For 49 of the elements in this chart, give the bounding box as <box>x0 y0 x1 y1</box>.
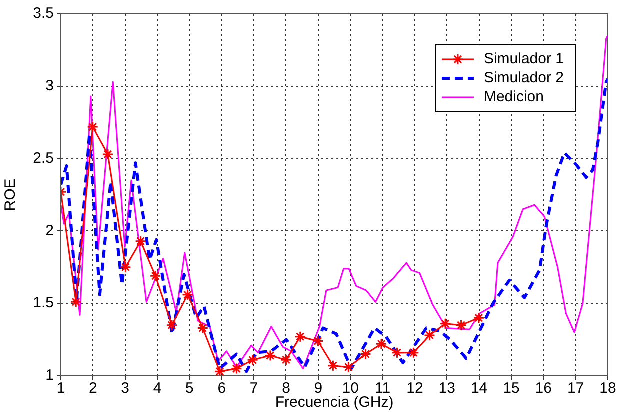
legend-label: Simulador 1 <box>484 50 564 68</box>
point <box>150 270 162 282</box>
y-tick-label: 1.5 <box>33 294 54 312</box>
point <box>376 338 388 350</box>
point <box>135 236 147 248</box>
point <box>327 360 339 372</box>
y-tick-label: 3.5 <box>33 5 54 22</box>
point <box>294 331 306 343</box>
x-tick-label: 6 <box>218 380 226 398</box>
point <box>408 347 420 359</box>
point <box>230 363 242 375</box>
y-tick-label: 2 <box>46 222 54 240</box>
x-tick-label: 14 <box>470 380 488 398</box>
point <box>87 121 99 133</box>
point <box>264 350 276 362</box>
x-tick-label: 2 <box>89 380 98 398</box>
x-tick-label: 18 <box>600 380 616 398</box>
y-axis-title: ROE <box>2 178 20 212</box>
x-tick-label: 5 <box>186 380 194 398</box>
point <box>424 330 436 342</box>
point <box>197 322 209 334</box>
x-tick-label: 15 <box>503 380 520 398</box>
point <box>473 312 485 324</box>
point <box>214 366 226 376</box>
x-tick-label: 1 <box>56 380 66 398</box>
x-tick-label: 13 <box>438 380 456 398</box>
point <box>247 354 259 366</box>
point <box>342 362 354 374</box>
point <box>280 354 292 366</box>
x-tick-label: 17 <box>567 380 584 398</box>
x-tick-label: 12 <box>406 380 424 398</box>
legend-label: Simulador 2 <box>484 70 564 87</box>
point <box>456 320 468 332</box>
x-tick-label: 4 <box>153 380 162 398</box>
point <box>440 318 452 330</box>
x-tick-label: 16 <box>535 380 552 398</box>
x-tick-label: 7 <box>250 380 258 398</box>
point <box>102 148 114 160</box>
x-tick-label: 3 <box>121 380 130 398</box>
point <box>360 348 372 360</box>
legend-label: Medicion <box>484 88 544 106</box>
y-tick-label: 3 <box>46 78 54 95</box>
point <box>166 320 178 332</box>
point <box>120 262 132 274</box>
point <box>312 336 324 347</box>
y-tick-label: 2.5 <box>33 150 54 167</box>
y-tick-label: 1 <box>46 367 54 384</box>
point <box>391 347 403 359</box>
point <box>182 289 194 301</box>
